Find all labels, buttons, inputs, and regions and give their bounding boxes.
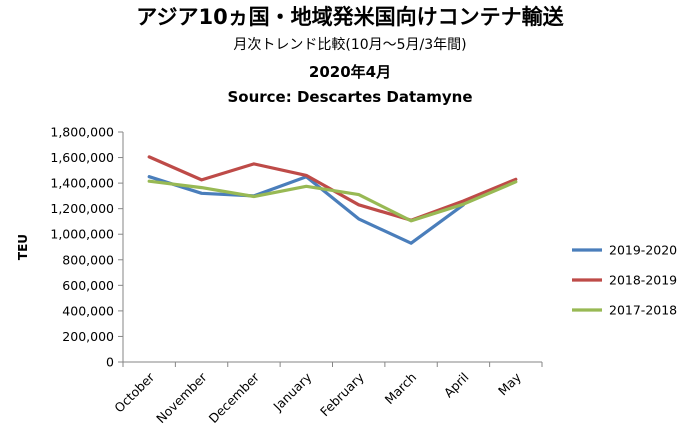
y-tick-label: 0 (106, 355, 114, 370)
legend-label: 2018-2019 (609, 273, 677, 288)
x-tick-label: April (441, 370, 472, 401)
legend-label: 2019-2020 (609, 243, 677, 258)
chart-subtitle: 月次トレンド比較(10月～5月/3年間) (233, 37, 467, 53)
y-tick-label: 800,000 (62, 252, 114, 267)
y-tick-label: 400,000 (62, 303, 114, 318)
chart-source: Source: Descartes Datamyne (227, 88, 473, 106)
legend-label: 2017-2018 (609, 303, 677, 318)
y-tick-label: 1,600,000 (50, 150, 114, 165)
x-tick-label: May (495, 369, 524, 398)
chart-title: アジア10ヵ国・地域発米国向けコンテナ輸送 (136, 5, 564, 29)
y-tick-label: 1,800,000 (50, 125, 114, 140)
y-tick-label: 600,000 (62, 278, 114, 293)
x-tick-label: February (317, 369, 367, 419)
y-tick-label: 1,000,000 (50, 227, 114, 242)
series-line (147, 179, 518, 223)
y-axis-title: TEU (16, 234, 30, 260)
chart-period: 2020年4月 (308, 63, 392, 81)
x-tick-label: March (382, 370, 420, 408)
x-tick-label: December (206, 369, 263, 426)
x-tick-label: November (153, 369, 210, 426)
y-tick-label: 200,000 (62, 329, 114, 344)
y-tick-label: 1,400,000 (50, 176, 114, 191)
x-tick-label: October (111, 369, 158, 416)
x-tick-label: January (270, 369, 315, 414)
y-tick-label: 1,200,000 (50, 201, 114, 216)
